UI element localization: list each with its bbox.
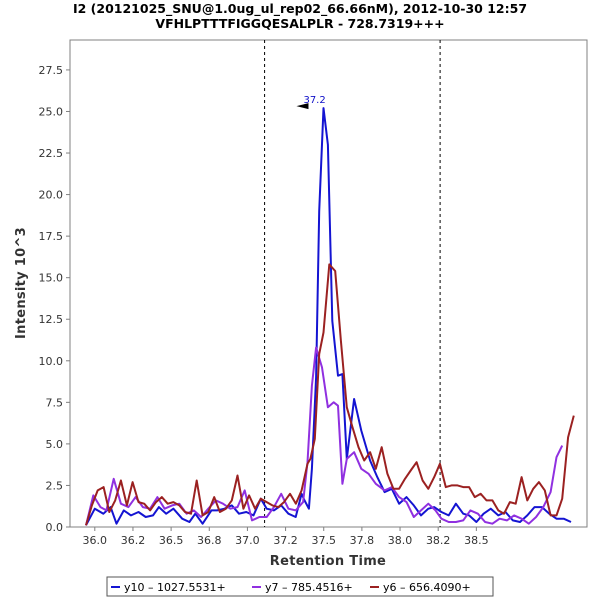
series-line-y7 xyxy=(85,346,564,526)
y-tick-label: 2.5 xyxy=(46,479,64,492)
x-tick-label: 36.8 xyxy=(197,534,222,547)
y-tick-label: 17.5 xyxy=(39,230,64,243)
chart-title: I2 (20121025_SNU@1.0ug_ul_rep02_66.66nM)… xyxy=(73,1,527,17)
x-tick-label: 38.0 xyxy=(388,534,413,547)
y-tick-label: 5.0 xyxy=(46,438,64,451)
y-tick-label: 25.0 xyxy=(39,105,64,118)
x-tick-label: 38.5 xyxy=(464,534,489,547)
legend: y10 – 1027.5531+ y7 – 785.4516+ y6 – 656… xyxy=(106,576,494,597)
series-line-y10 xyxy=(85,107,572,526)
x-tick-label: 36.5 xyxy=(159,534,184,547)
series-line-y6 xyxy=(85,263,575,526)
y-tick-label: 15.0 xyxy=(39,272,64,285)
x-axis: 36.0 36.2 36.5 36.8 37.0 37.2 37.5 37.8 38.0 38.2… xyxy=(83,527,489,547)
legend-box xyxy=(106,576,494,597)
x-tick-label: 36.2 xyxy=(121,534,146,547)
x-axis-title: Retention Time xyxy=(270,554,386,569)
y-axis-title: Intensity 10^3 xyxy=(14,227,29,339)
chart-subtitle: VFHLPTTTFIGGQESALPLR - 728.7319+++ xyxy=(155,16,444,31)
x-tick-label: 37.0 xyxy=(235,534,260,547)
x-tick-label: 37.8 xyxy=(350,534,375,547)
x-tick-label: 38.2 xyxy=(426,534,451,547)
y-tick-label: 20.0 xyxy=(39,189,64,202)
legend-label-y7: y7 – 785.4516+ xyxy=(265,581,353,594)
y-tick-label: 12.5 xyxy=(39,313,64,326)
y-axis: 0.0 2.5 5.0 7.5 10.0 12.5 15.0 17.5 20.0 22.5 25.0… xyxy=(39,64,70,534)
peak-label: 37.2 xyxy=(303,95,325,106)
peak-annotation: 37.2 xyxy=(296,95,326,110)
legend-label-y10: y10 – 1027.5531+ xyxy=(124,581,226,594)
x-tick-label: 36.0 xyxy=(83,534,108,547)
series-layer xyxy=(85,107,575,526)
peak-flag-icon xyxy=(296,103,309,110)
x-tick-label: 37.5 xyxy=(311,534,336,547)
y-tick-label: 22.5 xyxy=(39,147,64,160)
y-tick-label: 0.0 xyxy=(46,521,64,534)
legend-label-y6: y6 – 656.4090+ xyxy=(383,581,471,594)
y-tick-label: 7.5 xyxy=(46,396,64,409)
y-tick-label: 10.0 xyxy=(39,355,64,368)
x-tick-label: 37.2 xyxy=(273,534,298,547)
y-tick-label: 27.5 xyxy=(39,64,64,77)
